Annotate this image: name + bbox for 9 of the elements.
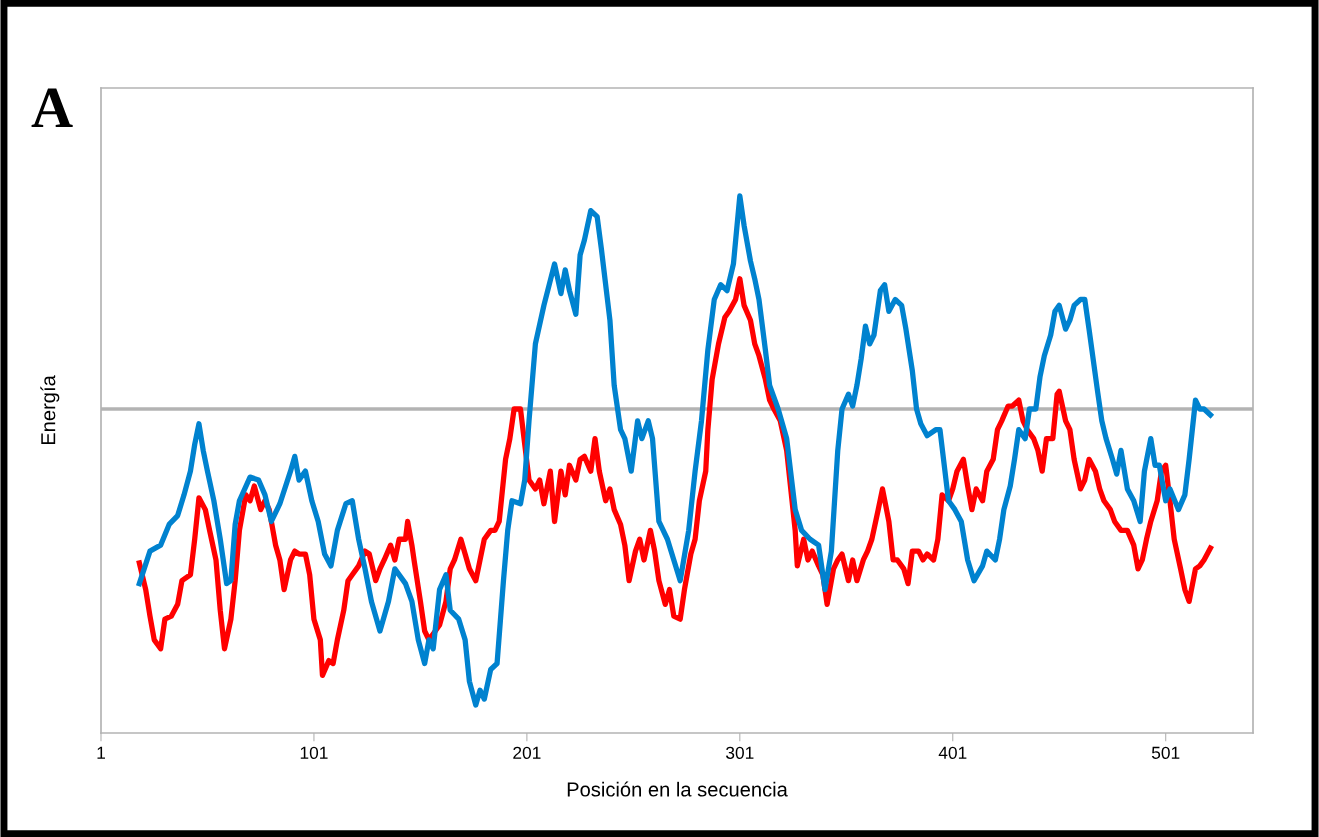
text: A [31, 88, 73, 127]
x-tick-label: 301 [726, 746, 754, 759]
x-tick-label: 201 [513, 746, 541, 759]
x-tick-label: 501 [1151, 746, 1180, 759]
x-tick-label: 401 [938, 746, 967, 759]
x-tick-label: 1 [97, 746, 105, 759]
y-axis-title: Energía [40, 375, 60, 445]
x-axis-title: Posición en la secuencia [567, 781, 788, 797]
x-tick-label: 101 [300, 746, 328, 759]
